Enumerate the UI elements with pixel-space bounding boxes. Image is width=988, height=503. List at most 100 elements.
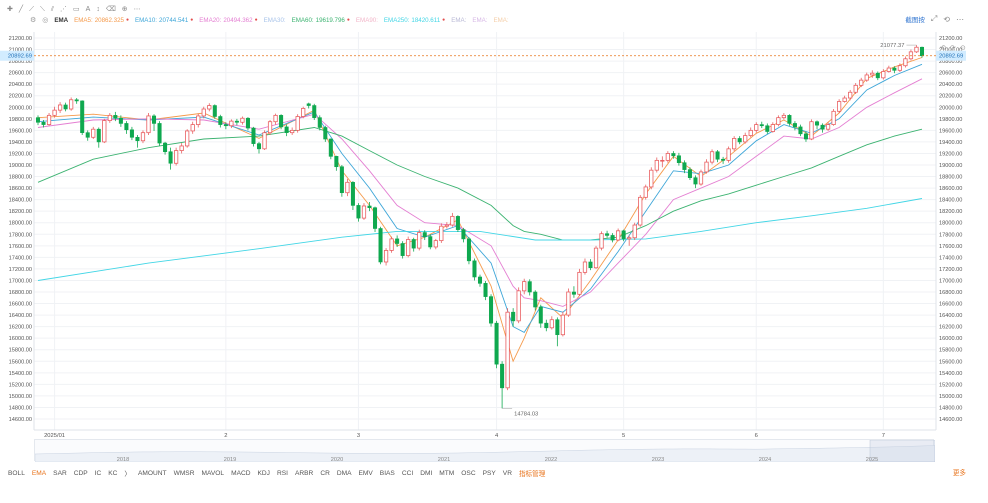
candle[interactable] bbox=[229, 119, 234, 129]
candle[interactable] bbox=[577, 268, 582, 297]
candle[interactable] bbox=[256, 141, 262, 154]
candle[interactable] bbox=[251, 126, 256, 147]
candle[interactable] bbox=[212, 104, 217, 119]
candle[interactable] bbox=[91, 126, 96, 140]
candle[interactable] bbox=[190, 121, 195, 134]
candle[interactable] bbox=[328, 138, 333, 160]
candle[interactable] bbox=[267, 119, 273, 135]
candle[interactable] bbox=[389, 236, 394, 253]
candle[interactable] bbox=[748, 127, 753, 138]
candle[interactable] bbox=[698, 169, 704, 186]
tab-ic[interactable]: IC bbox=[94, 469, 102, 477]
tab-kdj[interactable]: KDJ bbox=[257, 469, 270, 477]
candle[interactable] bbox=[240, 116, 245, 125]
more-tool-icon[interactable]: ⋯ bbox=[133, 6, 141, 13]
redo-icon[interactable]: ⟳ bbox=[950, 44, 956, 52]
candle[interactable] bbox=[544, 319, 549, 332]
candle[interactable] bbox=[444, 222, 449, 229]
candle[interactable] bbox=[676, 152, 681, 166]
candle[interactable] bbox=[599, 231, 604, 251]
candle[interactable] bbox=[660, 156, 665, 168]
candle[interactable] bbox=[146, 113, 151, 135]
rect-tool-icon[interactable]: ▭ bbox=[73, 6, 80, 13]
candle[interactable] bbox=[46, 113, 52, 126]
candle[interactable] bbox=[367, 201, 372, 212]
measure-tool-icon[interactable]: ↕ bbox=[96, 6, 100, 13]
ema-legend-item[interactable]: EMA250: 18420.611 ● bbox=[384, 17, 445, 24]
candle[interactable] bbox=[665, 151, 670, 163]
candle[interactable] bbox=[179, 143, 184, 154]
candle[interactable] bbox=[721, 156, 726, 164]
candle[interactable] bbox=[859, 77, 864, 88]
ema-legend-item[interactable]: EMA5: 20862.325 ● bbox=[74, 17, 129, 24]
candle[interactable] bbox=[709, 149, 715, 165]
magnet-tool-icon[interactable]: ⊕ bbox=[121, 6, 128, 13]
candle[interactable] bbox=[52, 106, 57, 118]
tab-cr[interactable]: CR bbox=[320, 469, 330, 477]
candle[interactable] bbox=[80, 100, 85, 135]
candle[interactable] bbox=[85, 130, 90, 141]
scrubber-overview[interactable]: 2018 2019 2020 2021 2022 2023 2024 2025 bbox=[35, 440, 935, 462]
candle[interactable] bbox=[500, 361, 505, 409]
candle[interactable] bbox=[549, 316, 554, 330]
hline-tool-icon[interactable]: ⟍ bbox=[40, 6, 45, 13]
candle[interactable] bbox=[295, 114, 300, 133]
candle[interactable] bbox=[809, 119, 814, 141]
tab-mavol[interactable]: MAVOL bbox=[201, 469, 225, 477]
candle[interactable] bbox=[461, 227, 466, 243]
remove-dot-icon[interactable]: ● bbox=[346, 17, 350, 23]
candle[interactable] bbox=[140, 130, 146, 144]
candle[interactable] bbox=[649, 167, 654, 190]
candle[interactable] bbox=[118, 115, 123, 127]
remove-dot-icon[interactable]: ● bbox=[442, 17, 446, 23]
candle[interactable] bbox=[411, 237, 416, 252]
candle[interactable] bbox=[765, 123, 770, 134]
candle[interactable] bbox=[400, 241, 405, 259]
candle[interactable] bbox=[306, 102, 311, 109]
candle[interactable] bbox=[687, 167, 692, 181]
candle[interactable] bbox=[439, 223, 444, 243]
candle[interactable] bbox=[837, 99, 842, 114]
candle[interactable] bbox=[284, 124, 289, 137]
candle[interactable] bbox=[234, 118, 239, 126]
eye-icon[interactable]: ◎ bbox=[42, 17, 49, 24]
candle[interactable] bbox=[273, 113, 278, 125]
tab-osc[interactable]: OSC bbox=[461, 469, 476, 477]
fib-tool-icon[interactable]: ⋰ bbox=[60, 6, 68, 13]
more-icon[interactable]: ⋯ bbox=[956, 14, 964, 24]
candle[interactable] bbox=[792, 121, 797, 131]
candle[interactable] bbox=[245, 117, 250, 131]
candle[interactable] bbox=[339, 165, 344, 197]
tab-psy[interactable]: PSY bbox=[482, 469, 496, 477]
candle[interactable] bbox=[63, 102, 68, 112]
expand-icon[interactable]: ⤢ bbox=[930, 14, 938, 23]
candle[interactable] bbox=[654, 157, 659, 173]
candle[interactable] bbox=[616, 228, 621, 242]
candle[interactable] bbox=[803, 131, 808, 142]
candle[interactable] bbox=[671, 151, 676, 159]
ema-legend-item[interactable]: EMA: bbox=[472, 17, 487, 24]
candle[interactable] bbox=[842, 95, 847, 103]
candle[interactable] bbox=[422, 230, 427, 241]
candle[interactable] bbox=[433, 238, 438, 250]
settings-icon[interactable]: ⚙ bbox=[30, 17, 37, 24]
candle[interactable] bbox=[152, 114, 157, 131]
channel-tool-icon[interactable]: ⫽ bbox=[50, 6, 55, 13]
target-icon[interactable]: ⊙ bbox=[960, 44, 966, 52]
remove-dot-icon[interactable]: ● bbox=[254, 17, 258, 23]
tab-rsi[interactable]: RSI bbox=[276, 469, 288, 477]
candle[interactable] bbox=[218, 114, 223, 128]
tab-dmi[interactable]: DMI bbox=[420, 469, 433, 477]
ema-legend-item[interactable]: EMA: bbox=[493, 17, 508, 24]
more-indicators-button[interactable]: 更多 bbox=[952, 470, 966, 477]
candle[interactable] bbox=[643, 184, 648, 200]
candle[interactable] bbox=[428, 234, 433, 250]
candle[interactable] bbox=[825, 122, 831, 131]
tab-bias[interactable]: BIAS bbox=[379, 469, 395, 477]
candle[interactable] bbox=[914, 45, 919, 54]
candle[interactable] bbox=[361, 203, 367, 220]
ema-legend-item[interactable]: EMA10: 20744.541 ● bbox=[135, 17, 193, 24]
candle[interactable] bbox=[69, 97, 74, 111]
tab-item[interactable]: 〉 bbox=[124, 471, 132, 478]
remove-dot-icon[interactable]: ● bbox=[190, 17, 194, 23]
